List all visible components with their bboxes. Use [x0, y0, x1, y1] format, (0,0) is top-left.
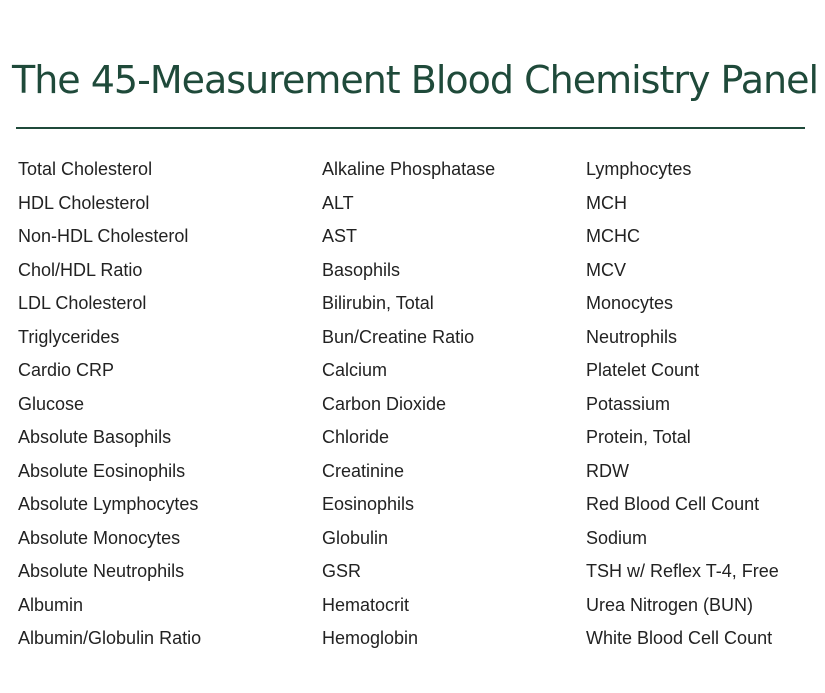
measurement-item: Triglycerides — [18, 326, 120, 347]
measurement-item: Chol/HDL Ratio — [18, 259, 143, 280]
measurement-item: Basophils — [322, 259, 401, 280]
measurement-item: Cardio CRP — [18, 360, 115, 380]
measurement-item: Calcium — [322, 360, 388, 380]
measurement-item: ALT — [322, 192, 354, 213]
measurement-item: AST — [322, 226, 358, 246]
measurement-item: HDL Cholesterol — [18, 192, 150, 213]
measurement-column-3: Lymphocytes MCH MCHC MCV Monocytes Neutrophil… — [586, 154, 779, 657]
measurement-item: Absolute Lymphocytes — [18, 494, 199, 514]
measurement-item: GSR — [322, 561, 362, 581]
measurement-item: MCH — [586, 192, 627, 213]
measurement-item: Glucose — [18, 393, 85, 414]
title-divider — [16, 127, 805, 129]
measurement-item: Urea Nitrogen (BUN) — [586, 594, 754, 615]
measurement-item: Non-HDL Cholesterol — [18, 226, 189, 246]
measurement-item: Albumin — [18, 594, 84, 615]
measurement-item: Lymphocytes — [586, 159, 692, 179]
measurement-item: Platelet Count — [586, 360, 700, 380]
measurement-item: Carbon Dioxide — [322, 393, 447, 414]
measurement-item: Protein, Total — [586, 427, 691, 447]
measurement-item: Absolute Basophils — [18, 427, 172, 447]
measurement-item: Creatinine — [322, 460, 405, 481]
measurement-item: Absolute Neutrophils — [18, 561, 185, 581]
measurement-item: White Blood Cell Count — [586, 628, 773, 648]
measurement-item: Bun/Creatine Ratio — [322, 326, 475, 347]
measurement-column-2: Alkaline Phosphatase ALT AST Basophils Bilir… — [322, 154, 495, 657]
measurement-item: Absolute Monocytes — [18, 527, 181, 548]
measurement-column-1: Total Cholesterol HDL Cholesterol Non-HDL … — [18, 154, 201, 657]
measurement-item: MCV — [586, 259, 626, 280]
panel-title: The 45-Measurement Blood Chemistry Panel — [12, 58, 819, 102]
measurement-item: Hematocrit — [322, 594, 410, 615]
measurement-item: Neutrophils — [586, 326, 678, 347]
measurement-item: Absolute Eosinophils — [18, 460, 186, 481]
measurement-item: Potassium — [586, 393, 671, 414]
measurement-item: Hemoglobin — [322, 628, 419, 648]
measurement-item: Sodium — [586, 527, 648, 548]
measurement-item: Total Cholesterol — [18, 159, 153, 179]
measurement-item: Albumin/Globulin Ratio — [18, 628, 202, 648]
measurement-item: Bilirubin, Total — [322, 293, 434, 313]
measurement-item: Globulin — [322, 527, 389, 548]
measurement-item: Eosinophils — [322, 494, 415, 514]
measurement-item: Alkaline Phosphatase — [322, 159, 496, 179]
measurement-item: LDL Cholesterol — [18, 293, 147, 313]
measurement-item: Red Blood Cell Count — [586, 494, 760, 514]
measurement-item: RDW — [586, 460, 629, 481]
measurement-item: Chloride — [322, 427, 390, 447]
measurement-item: MCHC — [586, 226, 640, 246]
measurement-item: Monocytes — [586, 293, 674, 313]
measurement-item: TSH w/ Reflex T-4, Free — [586, 561, 779, 581]
